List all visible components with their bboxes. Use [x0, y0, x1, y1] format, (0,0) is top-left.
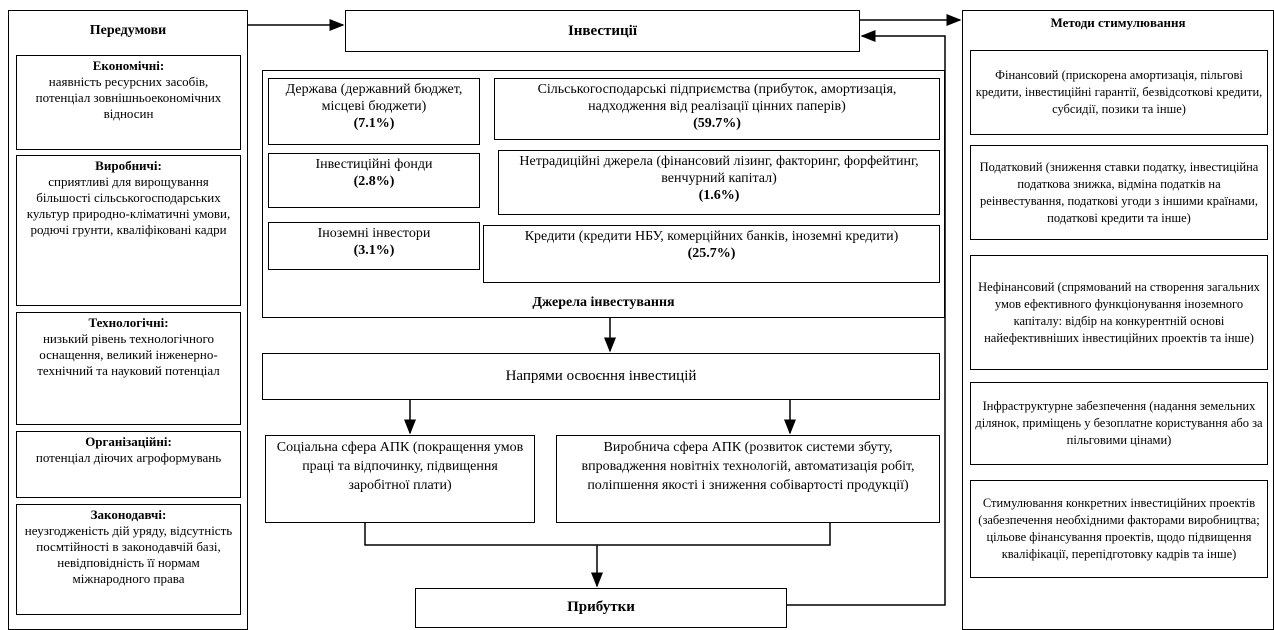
panel-title: Передумови	[89, 23, 167, 38]
prerequisite-heading: Законодавчі:	[90, 507, 167, 522]
directions-box: Напрями освоєння інвестицій	[262, 353, 940, 400]
prerequisite-text: потенціал діючих агроформувань	[35, 450, 222, 465]
source-box: Нетрадиційні джерела (фінансовий лізинг,…	[498, 150, 940, 215]
prerequisite-box: Законодавчі: неузгодженість дій уряду, ві…	[16, 504, 241, 615]
prerequisite-box: Організаційні: потенціал діючих агроформу…	[16, 431, 241, 498]
source-box: Сільськогосподарські підприємства (прибу…	[494, 78, 940, 140]
source-box: Держава (державний бюджет, місцеві бюдже…	[268, 78, 480, 145]
prerequisite-box: Економічні: наявність ресурсних засобів, …	[16, 55, 241, 150]
source-text: Нетрадиційні джерела (фінансовий лізинг,…	[519, 154, 919, 186]
source-text: Держава (державний бюджет, місцеві бюдже…	[285, 82, 463, 114]
production-box: Виробнича сфера АПК (розвиток системи зб…	[556, 435, 940, 523]
method-box: Податковий (зниження ставки податку, інв…	[970, 145, 1268, 240]
source-text: Іноземні інвестори	[317, 226, 431, 241]
prerequisite-box: Виробничі: сприятливі для вирощування біл…	[16, 155, 241, 306]
connector	[364, 523, 831, 546]
prerequisite-text: неузгодженість дій уряду, відсутність по…	[24, 523, 233, 586]
source-share: (59.7%)	[693, 116, 741, 131]
prerequisite-heading: Технологічні:	[88, 315, 169, 330]
prerequisite-heading: Організаційні:	[85, 434, 172, 449]
method-box: Стимулювання конкретних інвестиційних пр…	[970, 480, 1268, 578]
source-box: Кредити (кредити НБУ, комерційних банків…	[483, 225, 940, 283]
source-box: Інвестиційні фонди (2.8%)	[268, 153, 480, 208]
profit-box: Прибутки	[415, 588, 787, 628]
prerequisite-box: Технологічні: низький рівень технологічно…	[16, 312, 241, 425]
prerequisite-text: сприятливі для вирощування більшості сіл…	[26, 174, 231, 237]
source-text: Кредити (кредити НБУ, комерційних банків…	[524, 229, 899, 244]
source-share: (1.6%)	[698, 188, 740, 203]
source-text: Інвестиційні фонди	[315, 157, 433, 172]
source-share: (25.7%)	[687, 246, 736, 261]
panel-title: Методи стимулювання	[1050, 15, 1186, 30]
source-share: (7.1%)	[353, 116, 395, 131]
sources-label: Джерела інвестування	[532, 295, 675, 310]
investments-box: Інвестиції	[345, 10, 860, 52]
source-share: (3.1%)	[353, 243, 395, 258]
prerequisite-text: наявність ресурсних засобів, потенціал з…	[35, 74, 222, 121]
method-box: Інфраструктурне забезпечення (надання зе…	[970, 382, 1268, 465]
source-text: Сільськогосподарські підприємства (прибу…	[537, 82, 897, 114]
social-box: Соціальна сфера АПК (покращення умов пра…	[265, 435, 535, 523]
prerequisite-heading: Виробничі:	[95, 158, 162, 173]
prerequisite-heading: Економічні:	[92, 58, 165, 73]
source-box: Іноземні інвестори (3.1%)	[268, 222, 480, 270]
source-share: (2.8%)	[353, 174, 395, 189]
arrow	[787, 30, 946, 606]
method-box: Фінансовий (прискорена амортизація, піль…	[970, 50, 1268, 135]
method-box: Нефінансовий (спрямований на створення з…	[970, 255, 1268, 370]
prerequisite-text: низький рівень технологічного оснащення,…	[37, 331, 220, 378]
